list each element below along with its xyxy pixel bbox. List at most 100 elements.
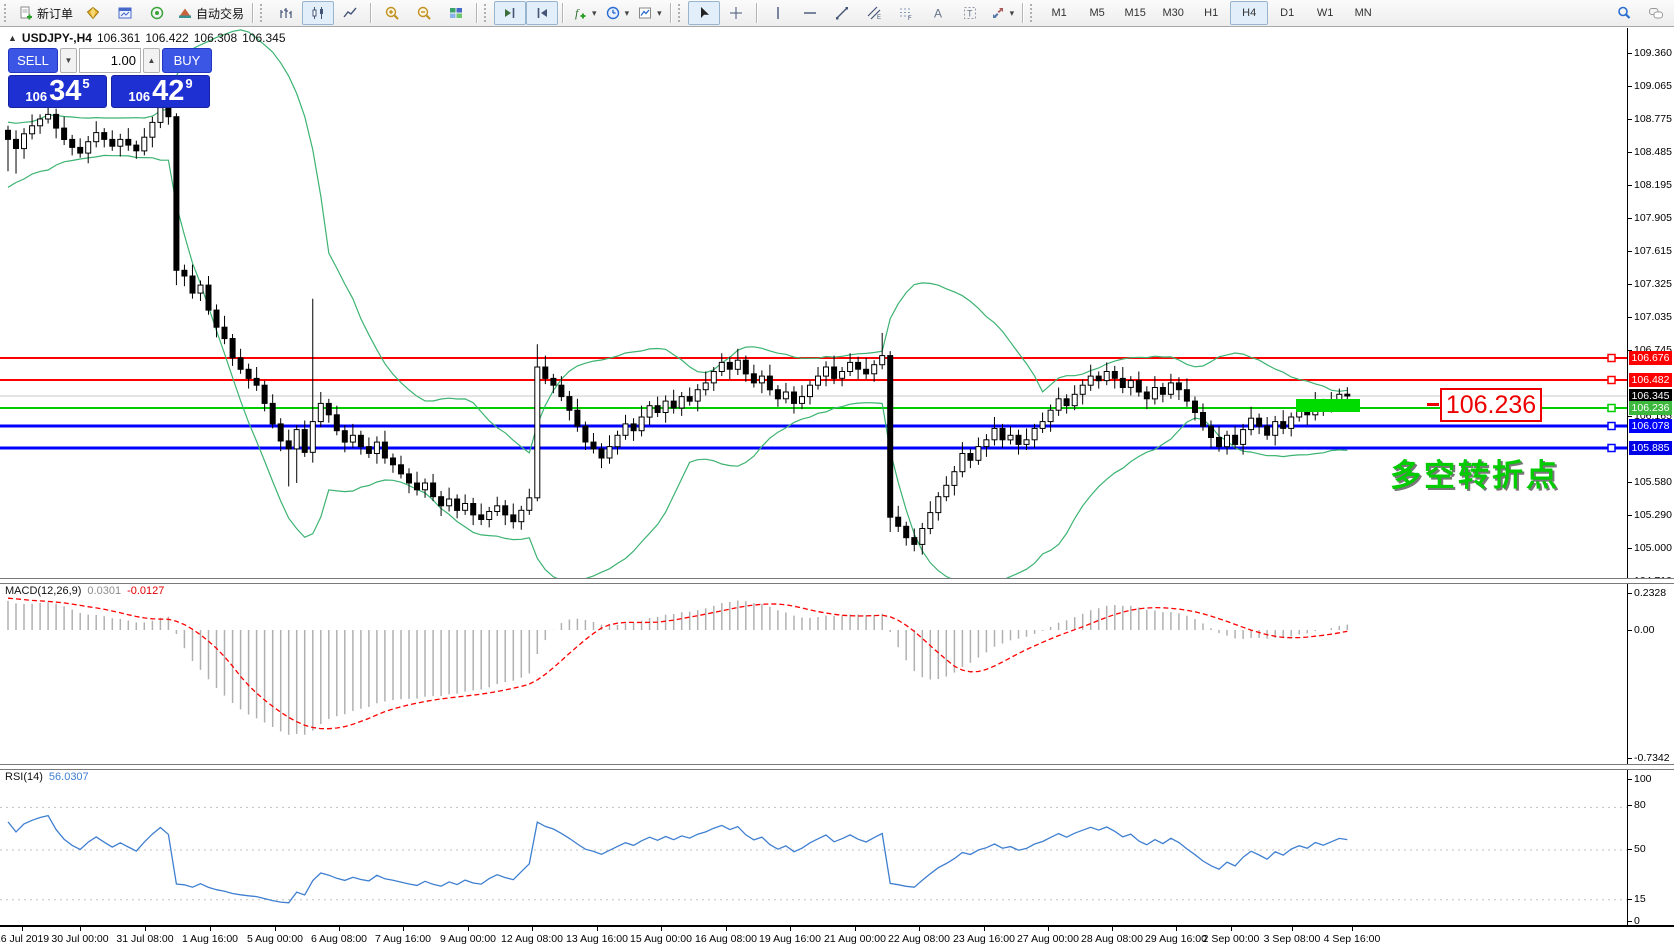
toolbar: 新订单 自动交易 [0,0,1674,27]
fibonacci-icon: F [899,8,912,21]
market-watch-button[interactable] [109,1,141,25]
bar-chart-button[interactable] [270,1,302,25]
volume-increase-button[interactable]: ▲ [143,48,160,73]
time-tick-label: 12 Aug 08:00 [501,933,563,945]
vertical-line-button[interactable] [762,1,794,25]
time-tick [855,927,856,931]
main-chart-canvas[interactable] [0,28,1627,578]
new-order-label: 新订单 [37,6,74,21]
timeframe-h1[interactable]: H1 [1204,7,1219,19]
axis-tick-label: 107.325 [1634,278,1672,290]
axis-tick-label: 105.000 [1634,542,1672,554]
time-tick-label: 21 Aug 00:00 [824,933,886,945]
timeframe-h4[interactable]: H4 [1230,1,1269,25]
time-tick-label: 16 Aug 08:00 [695,933,757,945]
volume-decrease-button[interactable]: ▼ [60,48,77,73]
svg-text:A: A [934,7,942,21]
time-axis[interactable]: 26 Jul 2019 30 Jul 00:00 31 Jul 08:00 1 Aug… [0,925,1674,950]
rsi-pane-canvas[interactable] [0,768,1627,925]
tile-windows-button[interactable] [440,1,472,25]
time-tick-label: 27 Aug 00:00 [1017,933,1079,945]
timeframe-m5[interactable]: M5 [1089,7,1105,19]
toolbar-grip[interactable] [260,4,266,22]
pane-splitter-macd[interactable] [0,578,1674,584]
collapse-panel-icon[interactable]: ▲ [8,33,17,43]
axis-tick-label: 15 [1634,893,1646,905]
timeframe-w1[interactable]: W1 [1316,7,1334,19]
price-axis[interactable]: 109.360 109.065 108.775 108.485 108.195 107.9… [1628,28,1674,927]
fibonacci-button[interactable]: F [890,1,922,25]
zoom-out-button[interactable] [408,1,440,25]
timeframe-mn[interactable]: MN [1354,7,1372,19]
sell-price-display[interactable]: 106 34 5 [8,75,107,108]
toolbar-grip[interactable] [484,4,490,22]
toolbar-grip[interactable] [4,4,10,22]
toolbar-grip[interactable] [1030,4,1036,22]
cursor-button[interactable] [687,1,720,25]
zoom-in-button[interactable] [376,1,408,25]
buy-button[interactable]: BUY [162,48,212,73]
new-chart-button[interactable] [77,1,109,25]
vertical-line-icon [776,7,779,19]
axis-tick-label: 105.580 [1634,476,1672,488]
line-chart-button[interactable] [334,1,366,25]
axis-tick [1628,317,1632,318]
ohlc-low: 106.308 [193,31,238,45]
time-tick-label: 3 Sep 08:00 [1263,933,1321,945]
timeframe-m15[interactable]: M15 [1124,7,1146,19]
time-tick [1231,927,1232,931]
auto-scroll-button[interactable] [494,1,527,25]
axis-tick [1628,758,1632,759]
toolbar-grip[interactable] [677,4,684,22]
timeframe-m30[interactable]: M30 [1162,7,1184,19]
timeframe-d1[interactable]: D1 [1280,7,1295,19]
arrows-button[interactable]: ▾ [986,1,1019,25]
price-badge: 105.885 [1629,441,1672,455]
svg-text:F: F [908,16,912,21]
signals-button[interactable] [141,1,173,25]
time-tick [339,927,340,931]
buy-price-display[interactable]: 106 42 9 [111,75,210,108]
time-tick [597,927,598,931]
axis-tick [1628,284,1632,285]
indicators-button[interactable]: f ▾ [568,1,601,25]
horizontal-line-button[interactable] [794,1,826,25]
svg-text:E: E [877,15,881,21]
price-level-label[interactable]: 106.236 [1440,388,1542,422]
periods-button[interactable]: ▾ [601,1,634,25]
auto-trading-button[interactable]: 自动交易 [173,1,248,25]
zoom-out-icon [417,6,431,20]
search-button[interactable] [1608,1,1640,25]
time-tick [790,927,791,931]
text-button[interactable]: A [922,1,954,25]
axis-tick [1628,593,1632,594]
trendline-button[interactable] [826,1,858,25]
axis-tick [1628,899,1632,900]
axis-tick-label: 108.195 [1634,179,1672,191]
sell-price-handle: 106 [25,88,48,104]
sell-button[interactable]: SELL [8,48,58,73]
rsi-value: 56.0307 [48,771,89,783]
time-tick [210,927,211,931]
chart-shift-button[interactable] [526,1,559,25]
timeframe-m1[interactable]: M1 [1051,7,1067,19]
time-tick [1352,927,1353,931]
time-tick-label: 4 Sep 16:00 [1323,933,1381,945]
toolbar-separator [755,3,758,23]
chart-title: ▲ USDJPY-,H4 106.361 106.422 106.308 106… [8,31,286,45]
macd-pane-canvas[interactable] [0,582,1627,764]
candlestick-chart-button[interactable] [302,1,335,25]
crosshair-button[interactable] [720,1,752,25]
turning-point-annotation[interactable]: 多空转折点 [1390,458,1560,493]
horizontal-line-icon [803,12,816,14]
templates-button[interactable]: ▾ [633,1,666,25]
text-label-button[interactable]: T [954,1,986,25]
channel-button[interactable]: E [858,1,890,25]
auto-scroll-icon [505,8,515,18]
chat-button[interactable] [1640,1,1672,25]
axis-tick-label: 105.290 [1634,509,1672,521]
time-tick [1112,927,1113,931]
pane-splitter-rsi[interactable] [0,764,1674,770]
new-order-button[interactable]: 新订单 [14,1,77,25]
volume-input[interactable] [79,48,141,73]
